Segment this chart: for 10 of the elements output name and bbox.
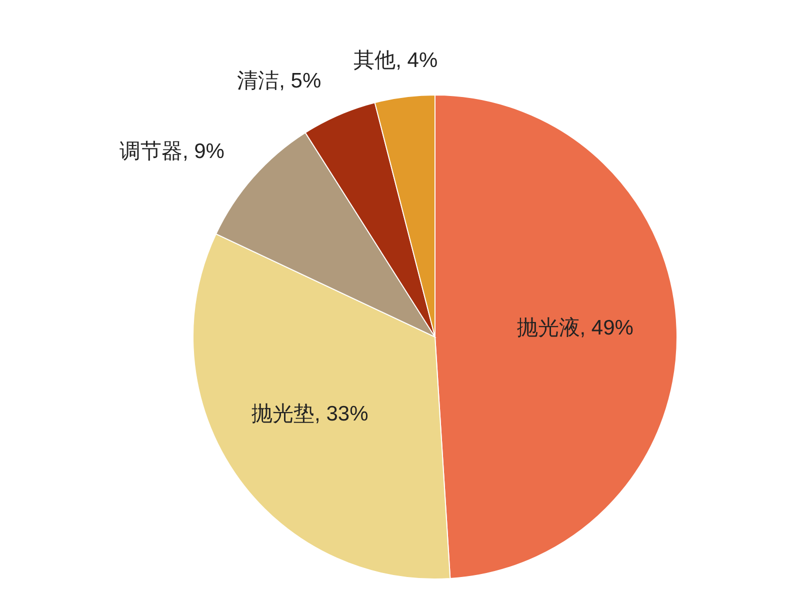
data-label: , 9% (182, 139, 224, 162)
slice-label: 调节器 (119, 139, 182, 162)
data-label: , 49% (580, 316, 634, 339)
slice-label: 清洁 (237, 69, 280, 92)
slice-label: 抛光垫 (252, 402, 315, 426)
data-label: , 5% (279, 69, 322, 92)
slice-label: 其他 (354, 48, 396, 72)
data-label: , 33% (314, 402, 368, 426)
data-label: , 4% (396, 48, 438, 72)
slice-label: 抛光液 (516, 316, 580, 339)
